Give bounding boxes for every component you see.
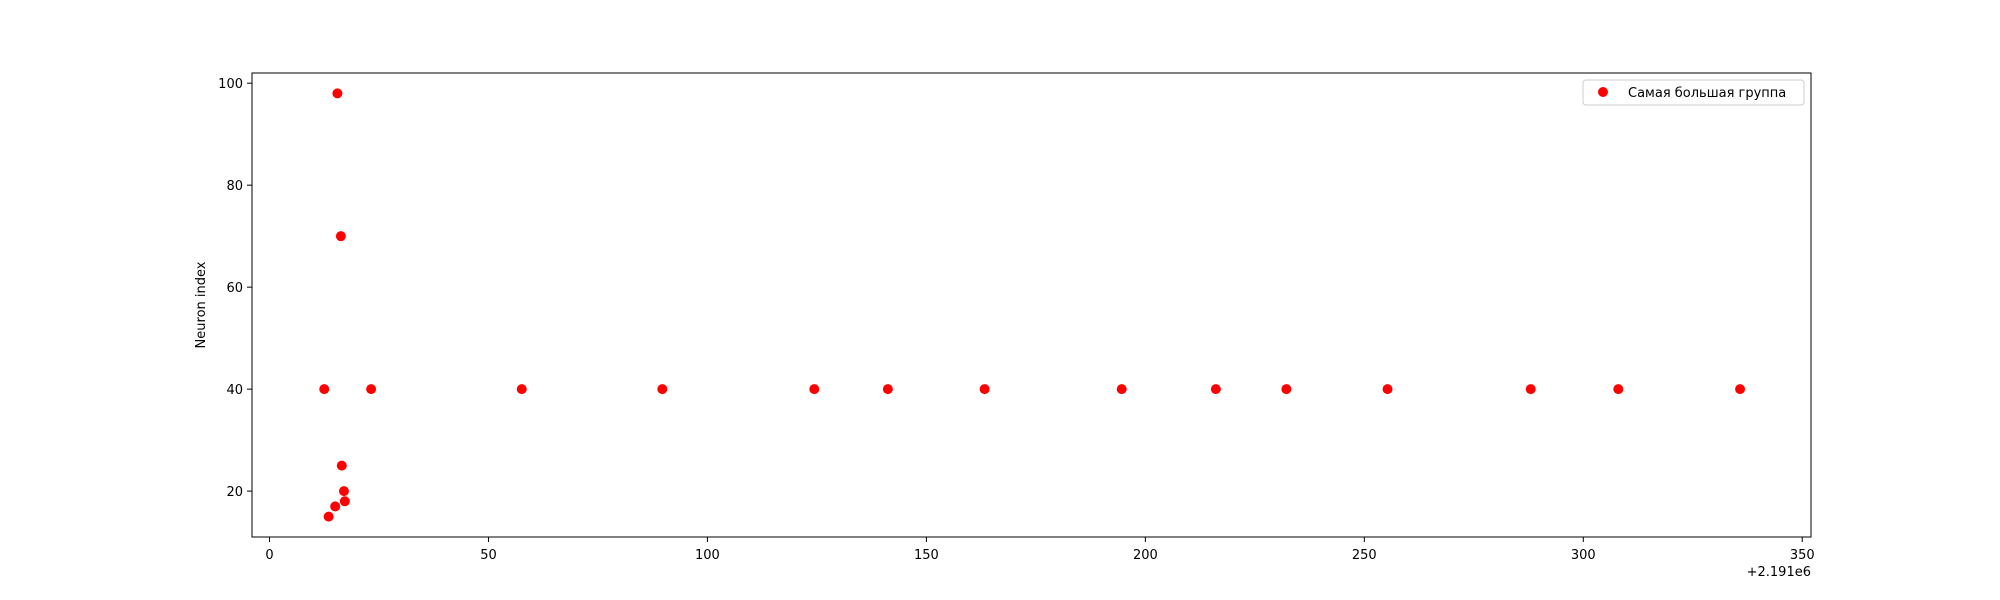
x-axis-ticks: 0 50 100 150 200 250 300 350 [265, 537, 1815, 563]
x-tick-label: 350 [1790, 548, 1815, 563]
data-point [1735, 384, 1746, 395]
data-point [1382, 384, 1393, 395]
data-point [332, 88, 343, 99]
data-points [319, 88, 1746, 522]
legend-label: Самая большая группа [1628, 86, 1786, 101]
x-tick-label: 0 [265, 548, 273, 563]
y-tick-label: 80 [226, 179, 243, 194]
data-point [366, 384, 377, 395]
data-point [319, 384, 330, 395]
data-point [336, 460, 347, 471]
data-point [335, 231, 346, 242]
legend-marker [1598, 87, 1608, 97]
y-axis-ticks: 20 40 60 80 100 [218, 77, 252, 500]
legend: Самая большая группа [1582, 79, 1805, 106]
data-point [1281, 384, 1292, 395]
x-tick-label: 200 [1133, 548, 1158, 563]
x-tick-label: 150 [914, 548, 939, 563]
data-point [809, 384, 820, 395]
data-point [516, 384, 527, 395]
y-axis-label: Neuron index [194, 261, 209, 348]
data-point [323, 511, 334, 522]
plot-frame [251, 72, 1812, 538]
data-point [1525, 384, 1536, 395]
data-point [882, 384, 893, 395]
legend-box [1582, 79, 1805, 106]
x-tick-label: 100 [695, 548, 720, 563]
data-point [1613, 384, 1624, 395]
x-axis-offset-label: +2.191e6 [1747, 565, 1811, 580]
data-point [330, 501, 341, 512]
x-tick-label: 250 [1352, 548, 1377, 563]
y-tick-label: 40 [226, 383, 243, 398]
y-tick-label: 60 [226, 281, 243, 296]
data-point [1116, 384, 1127, 395]
data-point [657, 384, 668, 395]
data-point [1210, 384, 1221, 395]
data-point [338, 486, 349, 497]
x-tick-label: 50 [480, 548, 497, 563]
data-point [339, 496, 350, 507]
y-tick-label: 20 [226, 485, 243, 500]
x-tick-label: 300 [1571, 548, 1596, 563]
data-point [979, 384, 990, 395]
y-tick-label: 100 [218, 77, 243, 92]
